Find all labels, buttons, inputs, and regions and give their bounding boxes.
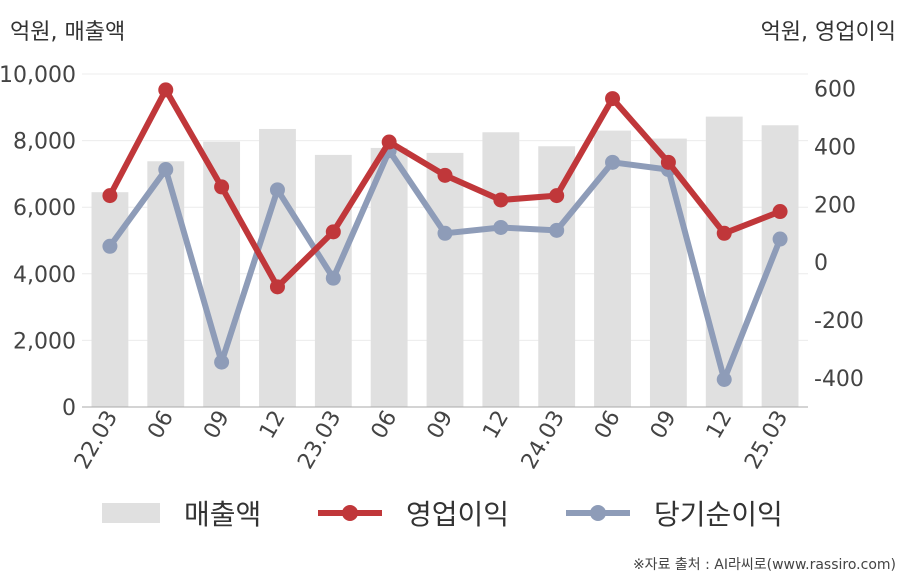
point-series-1 xyxy=(158,82,174,98)
point-series-2 xyxy=(325,270,341,286)
x-tick-label: 12 xyxy=(255,407,291,444)
point-series-2 xyxy=(269,182,285,198)
point-series-2 xyxy=(716,371,732,387)
bar-revenue xyxy=(370,147,408,407)
point-series-1 xyxy=(716,225,732,241)
y-right-tick-label: 200 xyxy=(814,193,856,218)
point-series-1 xyxy=(102,188,118,204)
x-tick-label: 22.03 xyxy=(70,407,123,474)
legend-swatch-bar xyxy=(102,503,160,523)
legend-swatch-line-red xyxy=(318,505,382,521)
y-right-tick-label: -200 xyxy=(814,309,864,334)
legend: 매출액 영업이익 당기순이익 xyxy=(0,490,908,536)
point-series-2 xyxy=(158,162,174,178)
point-series-1 xyxy=(437,167,453,183)
legend-label-revenue: 매출액 xyxy=(184,498,262,531)
source-text: ※자료 출처 : AI라씨로(www.rassiro.com) xyxy=(632,557,896,573)
legend-item-net-income: 당기순이익 xyxy=(566,490,783,536)
point-series-2 xyxy=(437,225,453,241)
point-series-2 xyxy=(549,222,565,238)
bar-revenue xyxy=(426,152,464,407)
x-tick-label: 06 xyxy=(143,407,179,444)
y-right-tick-label: 0 xyxy=(814,251,828,276)
point-series-1 xyxy=(605,91,621,107)
legend-swatch-line-blue xyxy=(566,505,630,521)
combo-chart: 0 2,000 4,000 6,000 8,000 10,000 -400 -200 0 200 4… xyxy=(0,63,864,474)
legend-label-net-income: 당기순이익 xyxy=(654,498,783,531)
x-tick-label: 12 xyxy=(702,407,738,444)
right-axis-unit-label: 억원, 영업이익 xyxy=(760,20,896,45)
x-tick-label: 09 xyxy=(646,407,682,444)
point-series-1 xyxy=(381,134,397,150)
point-series-1 xyxy=(493,192,509,208)
bar-revenue xyxy=(705,116,743,408)
y-left-tick-label: 6,000 xyxy=(13,196,76,221)
y-right-tick-label: 400 xyxy=(814,135,856,160)
legend-item-revenue: 매출액 xyxy=(102,490,261,536)
point-series-1 xyxy=(549,188,565,204)
point-series-2 xyxy=(493,219,509,235)
bar-revenue xyxy=(147,161,185,407)
x-tick-label: 09 xyxy=(423,407,459,444)
y-left-tick-label: 2,000 xyxy=(13,329,76,354)
y-right-tick-label: 600 xyxy=(814,77,856,102)
y-left-tick-label: 8,000 xyxy=(13,130,76,155)
point-series-1 xyxy=(214,179,230,195)
point-series-2 xyxy=(102,238,118,254)
legend-label-operating-profit: 영업이익 xyxy=(406,498,510,531)
bar-revenue xyxy=(594,130,631,408)
point-series-1 xyxy=(325,224,341,240)
left-axis-unit-label: 억원, 매출액 xyxy=(10,20,126,45)
x-tick-label: 06 xyxy=(367,407,403,444)
point-series-2 xyxy=(214,354,230,370)
point-series-1 xyxy=(269,279,285,295)
legend-item-operating-profit: 영업이익 xyxy=(318,490,509,536)
x-tick-label: 24.03 xyxy=(517,407,570,474)
bar-revenue xyxy=(649,138,687,408)
point-series-1 xyxy=(772,204,788,220)
y-left-tick-label: 4,000 xyxy=(13,263,76,288)
point-series-2 xyxy=(605,154,621,170)
y-left-tick-label: 10,000 xyxy=(0,63,76,88)
y-right-tick-label: -400 xyxy=(814,367,864,392)
bar-revenue xyxy=(538,146,576,408)
bar-revenue xyxy=(482,132,520,407)
x-tick-label: 25.03 xyxy=(740,407,793,474)
point-series-1 xyxy=(660,154,676,170)
x-tick-label: 09 xyxy=(199,407,235,444)
x-tick-label: 06 xyxy=(590,407,626,444)
y-left-tick-label: 0 xyxy=(62,396,76,421)
point-series-2 xyxy=(772,231,788,247)
x-tick-label: 23.03 xyxy=(293,407,346,474)
x-tick-label: 12 xyxy=(478,407,514,444)
